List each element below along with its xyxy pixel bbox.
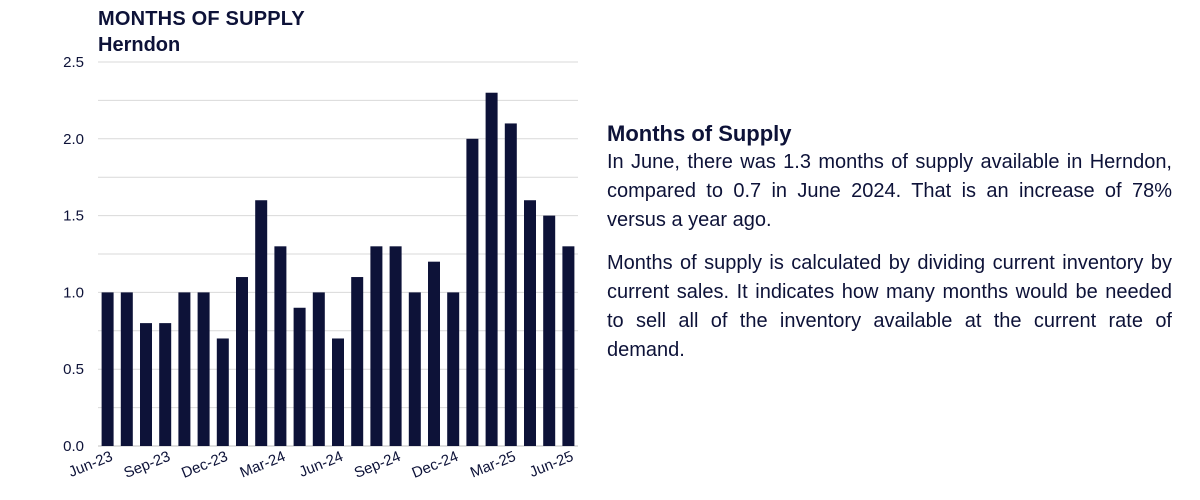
bar-Mar-25 [504, 123, 517, 446]
y-tick-label: 1.0 [63, 284, 84, 301]
x-tick-label: Jun-25 [527, 448, 576, 481]
bar-May-25 [543, 215, 556, 446]
bar-Feb-24 [255, 200, 268, 446]
y-tick-label: 0.0 [63, 438, 84, 455]
bars [101, 92, 575, 447]
x-axis-ticks: Jun-23 Sep-23 Dec-23 Mar-24 Jun-24 Sep-24 Dec-… [66, 448, 576, 482]
bar-Feb-25 [485, 92, 498, 446]
bar-Jun-23 [101, 292, 114, 446]
bar-Nov-24 [428, 261, 440, 446]
bar-Nov-23 [197, 292, 210, 446]
panel-heading: Months of Supply [607, 121, 792, 146]
x-tick-label: Sep-24 [352, 448, 403, 482]
description-panel: Months of Supply In June, there was 1.3 … [607, 120, 1172, 365]
x-tick-label: Dec-24 [409, 448, 460, 482]
chart-subtitle: Herndon [98, 34, 181, 56]
x-tick-label: Jun-24 [297, 448, 346, 481]
months-of-supply-chart: 0.00.51.01.52.02.5 Jun-23 Sep-23 Dec-23 Mar… [63, 54, 578, 482]
bar-Mar-24 [274, 246, 287, 446]
y-tick-label: 0.5 [63, 361, 84, 378]
bar-Dec-23 [216, 338, 229, 446]
x-tick-label: Sep-23 [121, 448, 172, 482]
bar-Aug-24 [370, 246, 383, 446]
bar-Aug-23 [140, 323, 152, 446]
panel-paragraph-1: In June, there was 1.3 months of supply … [607, 151, 1172, 231]
chart-title: MONTHS OF SUPPLY [98, 8, 305, 30]
bar-Jul-24 [351, 277, 364, 446]
y-tick-label: 1.5 [63, 208, 84, 225]
bar-Apr-24 [293, 307, 306, 446]
x-tick-label: Dec-23 [179, 448, 230, 482]
y-axis-ticks: 0.0 0.5 1.0 1.5 2.0 2.5 [63, 54, 84, 455]
bar-Oct-23 [178, 292, 191, 446]
y-tick-label: 2.0 [63, 131, 84, 148]
bar-May-24 [312, 292, 325, 446]
bar-Sep-23 [159, 323, 172, 446]
x-tick-label: Mar-25 [468, 448, 518, 482]
bar-Jul-23 [120, 292, 133, 446]
bar-Dec-24 [447, 292, 460, 446]
x-tick-label: Mar-24 [237, 448, 287, 482]
bar-Jan-24 [236, 277, 248, 446]
y-tick-label: 2.5 [63, 54, 84, 71]
bar-Jun-25 [562, 246, 575, 446]
panel-paragraph-2: Months of supply is calculated by dividi… [607, 252, 1172, 361]
grid-lines [98, 61, 578, 447]
bar-Jan-25 [466, 138, 479, 447]
bar-Oct-24 [408, 292, 421, 446]
bar-Sep-24 [389, 246, 402, 446]
bar-Apr-25 [524, 200, 536, 446]
bar-Jun-24 [332, 338, 344, 446]
